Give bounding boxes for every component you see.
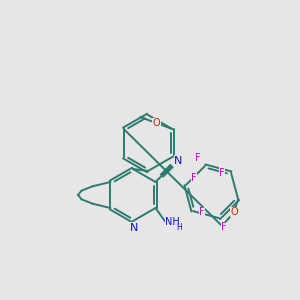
Text: F: F [219,168,225,178]
Text: N: N [174,156,183,166]
Text: F: F [221,222,227,232]
Text: H: H [177,224,182,232]
Text: NH: NH [165,217,180,227]
Text: O: O [230,207,238,217]
Text: O: O [152,118,160,128]
Text: N: N [130,223,138,233]
Text: F: F [191,173,197,183]
Text: F: F [199,207,205,217]
Text: F: F [195,153,201,163]
